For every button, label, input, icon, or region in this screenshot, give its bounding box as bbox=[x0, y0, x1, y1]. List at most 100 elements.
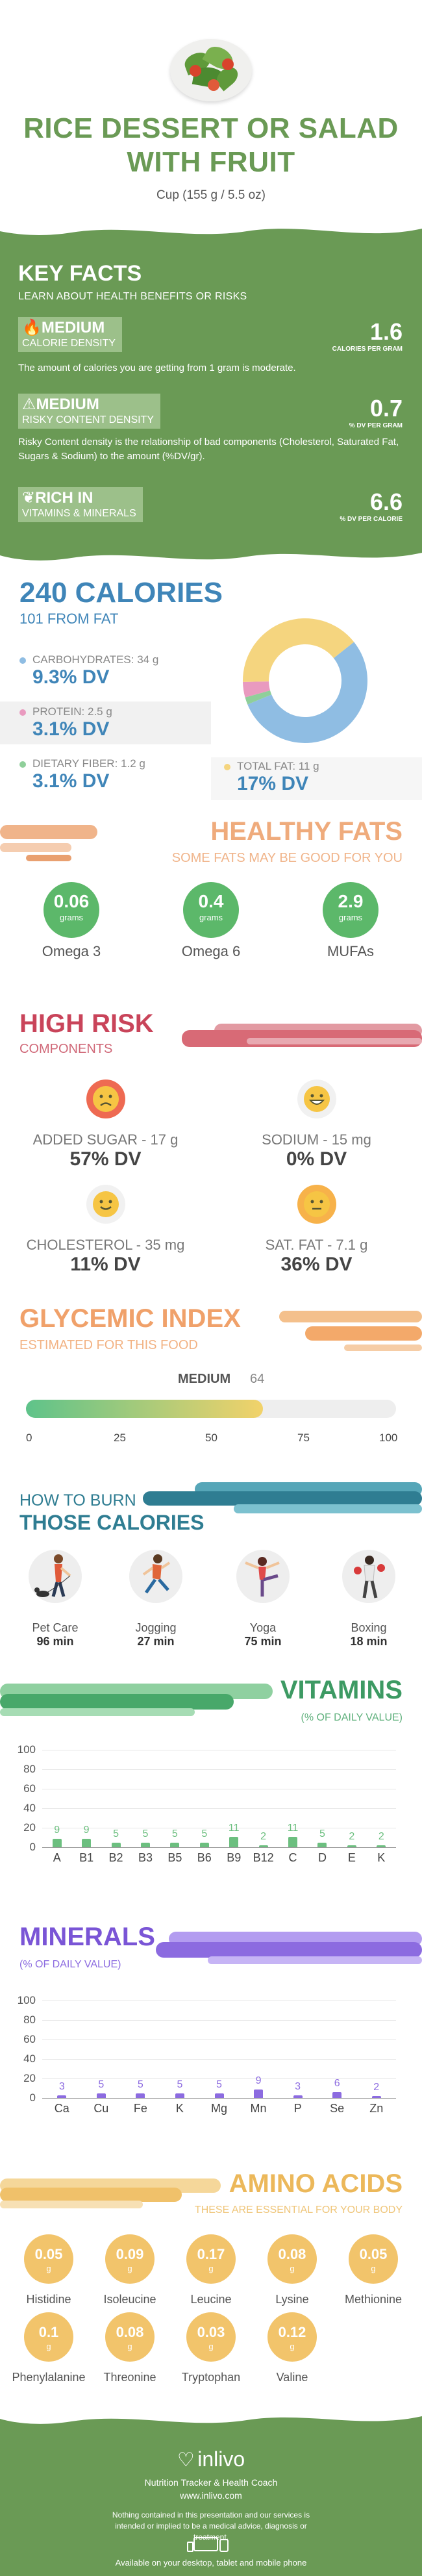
amino-circle: 0.05 g bbox=[24, 2234, 73, 2284]
y-tick-label: 80 bbox=[23, 1763, 36, 1775]
bar-value-label: 3 bbox=[295, 2080, 301, 2092]
serving-size: Cup (155 g / 5.5 oz) bbox=[156, 188, 266, 202]
grid-line bbox=[42, 2078, 396, 2079]
risky-content-unit: % DV PER GRAM bbox=[349, 422, 403, 429]
bar-value-label: 5 bbox=[171, 1828, 178, 1839]
x-tick-label: B2 bbox=[108, 1851, 123, 1864]
bar-B12 bbox=[258, 1845, 268, 1847]
minerals-title: MINERALS bbox=[19, 1923, 155, 1951]
header: RICE DESSERT OR SALAD WITH FRUIT Cup (15… bbox=[0, 0, 422, 221]
jogging-icon bbox=[129, 1550, 182, 1603]
high-risk-title: HIGH RISK bbox=[19, 1009, 154, 1038]
fiber-dv: 3.1% DV bbox=[32, 770, 110, 792]
fats-stripe bbox=[0, 843, 71, 852]
vitamins-section: VITAMINS (% OF DAILY VALUE) bbox=[0, 1676, 422, 1910]
amino-unit: g bbox=[208, 2342, 214, 2351]
amino-name: Threonine bbox=[103, 2371, 156, 2384]
amino-acids-section: AMINO ACIDS THESE ARE ESSENTIAL FOR YOUR… bbox=[0, 2169, 422, 2390]
x-tick-label: Fe bbox=[133, 2102, 147, 2115]
amino-name: Isoleucine bbox=[103, 2293, 156, 2306]
grid-line bbox=[42, 2020, 396, 2021]
rich-in-tag: ❦RICH IN VITAMINS & MINERALS bbox=[18, 487, 143, 522]
amino-name: Tryptophan bbox=[181, 2371, 241, 2384]
x-tick-label: B12 bbox=[253, 1851, 274, 1864]
amino-name: Lysine bbox=[275, 2293, 309, 2306]
fats-stripe bbox=[0, 825, 97, 839]
omega6-item: 0.4 grams Omega 6 bbox=[172, 882, 250, 960]
macro-donut-chart bbox=[243, 618, 367, 743]
x-tick-label: C bbox=[288, 1851, 297, 1864]
bar-B5 bbox=[170, 1842, 180, 1847]
amino-unit: g bbox=[208, 2264, 214, 2273]
burn-stripe bbox=[143, 1491, 422, 1506]
omega6-value: 0.4 bbox=[198, 891, 224, 911]
rich-in-value: 6.6 bbox=[369, 488, 403, 515]
jogging-activity: Jogging 27 min bbox=[117, 1550, 195, 1648]
amino-unit: g bbox=[127, 2342, 132, 2351]
jogging-time: 27 min bbox=[137, 1635, 175, 1648]
x-tick-label: B3 bbox=[138, 1851, 153, 1864]
amino-circle: 0.03 g bbox=[186, 2312, 236, 2362]
glycemic-bar bbox=[26, 1400, 396, 1418]
leaf-icon: ❦ bbox=[22, 489, 36, 507]
cholesterol-dv: 11% DV bbox=[70, 1254, 141, 1275]
gi-tick: 0 bbox=[26, 1432, 32, 1444]
amino-value: 0.17 bbox=[197, 2246, 225, 2262]
fat-label: TOTAL FAT: 11 g bbox=[237, 760, 319, 772]
amino-item: 0.09 g Isoleucine bbox=[91, 2234, 169, 2306]
bar-P bbox=[293, 2095, 303, 2098]
bar-value-label: 6 bbox=[334, 2078, 340, 2089]
amino-subtitle: THESE ARE ESSENTIAL FOR YOUR BODY bbox=[194, 2204, 403, 2216]
gi-stripe bbox=[344, 1345, 422, 1351]
glycemic-level: MEDIUM bbox=[178, 1372, 231, 1386]
amino-circle: 0.09 g bbox=[105, 2234, 155, 2284]
fiber-stat: DIETARY FIBER: 1.2 g 3.1% DV bbox=[0, 757, 211, 792]
x-tick-label: B5 bbox=[168, 1851, 182, 1864]
bar-A bbox=[52, 1838, 62, 1847]
bar-K bbox=[175, 2093, 184, 2098]
gi-stripe bbox=[305, 1326, 422, 1341]
risky-content-level: MEDIUM bbox=[36, 396, 99, 413]
risky-content-label: RISKY CONTENT DENSITY bbox=[22, 414, 154, 425]
heart-icon: ♡ bbox=[177, 2449, 195, 2471]
bar-value-label: 2 bbox=[373, 2082, 380, 2093]
bar-value-label: 2 bbox=[349, 1831, 355, 1842]
x-tick-label: K bbox=[175, 2102, 184, 2115]
added-sugar-dv: 57% DV bbox=[69, 1148, 142, 1170]
fiber-label: DIETARY FIBER: 1.2 g bbox=[32, 757, 145, 770]
risk-stripe bbox=[247, 1038, 422, 1044]
risky-content-value: 0.7 bbox=[369, 395, 403, 422]
bar-B1 bbox=[82, 1838, 92, 1847]
amino-stripe bbox=[0, 2188, 182, 2202]
boxing-icon bbox=[342, 1550, 395, 1603]
amino-value: 0.09 bbox=[116, 2246, 144, 2262]
x-tick-label: D bbox=[317, 1851, 327, 1864]
bar-Ca bbox=[57, 2095, 67, 2098]
amino-unit: g bbox=[290, 2264, 295, 2273]
boxing-time: 18 min bbox=[350, 1635, 388, 1648]
gi-stripe bbox=[279, 1311, 422, 1322]
high-risk-section: HIGH RISK COMPONENTS ADDED SUGAR - 17 g … bbox=[0, 999, 422, 1285]
amino-stripe bbox=[0, 2201, 143, 2208]
minerals-subtitle: (% OF DAILY VALUE) bbox=[19, 1959, 121, 1970]
yoga-activity: Yoga 75 min bbox=[224, 1550, 302, 1648]
fat-stat: TOTAL FAT: 11 g 17% DV bbox=[211, 757, 422, 800]
calories-section: 240 CALORIES 101 FROM FAT CARBOHYDRATES:… bbox=[0, 577, 422, 811]
x-tick-label: B1 bbox=[79, 1851, 94, 1864]
grid-line bbox=[42, 2098, 396, 2099]
amino-name: Leucine bbox=[190, 2293, 232, 2306]
mufas-circle: 2.9 grams bbox=[323, 882, 379, 938]
x-tick-label: K bbox=[377, 1851, 386, 1864]
y-tick-label: 100 bbox=[17, 1743, 36, 1756]
bar-B6 bbox=[199, 1842, 209, 1847]
gi-tick: 25 bbox=[114, 1432, 126, 1444]
bar-Se bbox=[332, 2092, 342, 2098]
bar-Fe bbox=[136, 2093, 145, 2098]
bar-value-label: 5 bbox=[201, 1828, 208, 1839]
bar-value-label: 11 bbox=[287, 1822, 299, 1834]
footer-url[interactable]: www.inlivo.com bbox=[180, 2490, 242, 2501]
minerals-stripe bbox=[156, 1942, 422, 1958]
amino-circle: 0.08 g bbox=[105, 2312, 155, 2362]
rich-in-label: VITAMINS & MINERALS bbox=[22, 508, 136, 519]
grid-line bbox=[42, 2039, 396, 2040]
